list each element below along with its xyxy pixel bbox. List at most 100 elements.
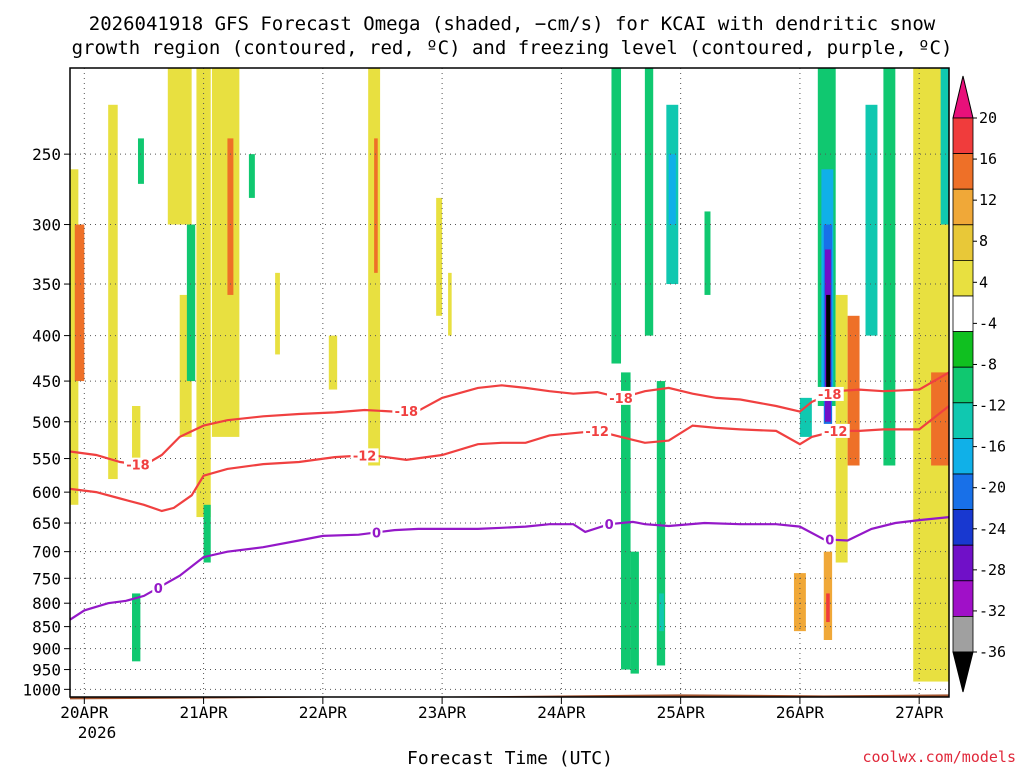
omega-cell-18 bbox=[436, 197, 443, 316]
omega-cell-4 bbox=[132, 593, 141, 662]
y-tick-label-650: 650 bbox=[32, 514, 61, 533]
contour-label-2-2: 0 bbox=[605, 518, 614, 533]
colorbar-label-10: -24 bbox=[979, 520, 1006, 538]
contour-label-2-0: 0 bbox=[154, 582, 163, 597]
y-tick-label-550: 550 bbox=[32, 450, 61, 469]
contour-line-0 bbox=[69, 371, 950, 467]
x-tick-label-5: 25APR bbox=[657, 703, 706, 722]
chart-title-line-1: 2026041918 GFS Forecast Omega (shaded, −… bbox=[89, 13, 936, 35]
y-tick-label-600: 600 bbox=[32, 483, 61, 502]
colorbar-box-10 bbox=[952, 473, 974, 510]
omega-cell-40 bbox=[865, 104, 878, 336]
contour-label-1-2: -12 bbox=[824, 425, 848, 440]
omega-cell-35 bbox=[826, 294, 831, 398]
colorbar-label-3: 8 bbox=[979, 232, 988, 250]
y-tick-label-900: 900 bbox=[32, 640, 61, 659]
colorbar-box-4 bbox=[952, 259, 974, 297]
omega-cell-15 bbox=[328, 335, 338, 390]
omega-cell-8 bbox=[186, 224, 196, 382]
contour-label-1-0: -12 bbox=[353, 449, 377, 464]
plot-area: -18 -18 -18 -18 -12 -12 -12 0 0 0 0 bbox=[69, 67, 950, 700]
x-tick-label-0: 20APR bbox=[60, 703, 109, 722]
omega-cell-13 bbox=[248, 154, 255, 198]
y-tick-label-750: 750 bbox=[32, 569, 61, 588]
colorbar-box-8 bbox=[952, 402, 974, 439]
colorbar-label-2: 12 bbox=[979, 191, 997, 209]
x-tick-label-1: 21APR bbox=[179, 703, 228, 722]
x-axis-title: Forecast Time (UTC) bbox=[407, 748, 613, 768]
y-tick-label-400: 400 bbox=[32, 327, 61, 346]
omega-cell-3 bbox=[132, 405, 141, 466]
contour-label-0-1: -18 bbox=[395, 405, 419, 420]
contour-label-0-2: -18 bbox=[609, 392, 633, 407]
colorbar: 20 16 12 8 4 -4 -8 -12 -16 -20 -24 -28 -32 -36 bbox=[952, 75, 1006, 693]
y-tick-label-450: 450 bbox=[32, 372, 61, 391]
colorbar-label-12: -32 bbox=[979, 602, 1006, 620]
x-tick-label-7: 27APR bbox=[895, 703, 944, 722]
plot-frame bbox=[69, 67, 950, 698]
y-tick-label-950: 950 bbox=[32, 661, 61, 680]
omega-cell-7 bbox=[179, 294, 192, 437]
colorbar-box-11 bbox=[952, 509, 974, 546]
omega-cell-30 bbox=[799, 397, 812, 437]
y-tick-label-500: 500 bbox=[32, 413, 61, 432]
contour-label-0-0: -18 bbox=[126, 459, 150, 474]
omega-cell-25 bbox=[659, 593, 664, 632]
colorbar-bottom-arrow bbox=[952, 651, 974, 693]
x-tick-label-3: 23APR bbox=[418, 703, 467, 722]
credit-text: coolwx.com/models bbox=[862, 748, 1016, 766]
omega-cell-10 bbox=[203, 504, 211, 563]
omega-cell-14 bbox=[275, 272, 280, 355]
omega-cell-6 bbox=[167, 68, 192, 225]
colorbar-label-0: 20 bbox=[979, 109, 997, 127]
omega-cell-44 bbox=[940, 68, 949, 225]
colorbar-box-3 bbox=[952, 224, 974, 261]
x-tick-label-2: 22APR bbox=[299, 703, 348, 722]
contour-label-bg-2-1 bbox=[370, 525, 383, 540]
contour-label-bg-1-1 bbox=[583, 423, 612, 438]
colorbar-box-7 bbox=[952, 366, 974, 404]
colorbar-label-1: 16 bbox=[979, 150, 997, 168]
y-tick-label-850: 850 bbox=[32, 618, 61, 637]
contour-label-2-1: 0 bbox=[372, 526, 381, 541]
contour-label-bg-0-1 bbox=[392, 404, 421, 419]
colorbar-box-14 bbox=[952, 616, 974, 653]
omega-cell-37 bbox=[826, 593, 830, 623]
omega-cell-9 bbox=[196, 68, 211, 518]
omega-cell-1 bbox=[74, 224, 85, 382]
omega-cell-21 bbox=[621, 372, 631, 670]
contour-label-0-3: -18 bbox=[818, 388, 842, 403]
colorbar-box-0 bbox=[952, 117, 974, 154]
contour-line-1 bbox=[69, 405, 950, 513]
y-tick-label-800: 800 bbox=[32, 594, 61, 613]
omega-cell-0 bbox=[70, 169, 79, 505]
omega-cell-28 bbox=[704, 211, 711, 295]
y-tick-label-700: 700 bbox=[32, 543, 61, 562]
colorbar-box-13 bbox=[952, 580, 974, 617]
contour-label-bg-1-2 bbox=[821, 423, 850, 438]
colorbar-label-8: -16 bbox=[979, 438, 1006, 456]
colorbar-label-6: -8 bbox=[979, 355, 997, 373]
contour-label-bg-0-3 bbox=[815, 386, 844, 401]
colorbar-label-4: 4 bbox=[979, 273, 988, 291]
omega-cell-19 bbox=[448, 272, 452, 336]
colorbar-label-7: -12 bbox=[979, 397, 1006, 415]
y-tick-label-1000: 1000 bbox=[22, 680, 61, 699]
omega-cell-11 bbox=[211, 68, 240, 437]
x-axis-ticks: 20APR 21APR 22APR 23APR 24APR 25APR 26APR 27APR bbox=[60, 697, 944, 722]
colorbar-box-1 bbox=[952, 153, 974, 190]
colorbar-box-9 bbox=[952, 437, 974, 475]
contour-label-bg-2-0 bbox=[152, 580, 165, 595]
contour-label-bg-2-3 bbox=[823, 532, 836, 547]
contour-label-bg-0-0 bbox=[123, 457, 152, 472]
contour-lines: -18 -18 -18 -18 -12 -12 -12 0 0 0 0 bbox=[69, 371, 950, 621]
colorbar-top-arrow bbox=[952, 75, 974, 119]
contour-label-bg-1-0 bbox=[350, 448, 379, 463]
colorbar-box-12 bbox=[952, 544, 974, 582]
omega-cell-29 bbox=[793, 573, 806, 632]
y-tick-label-250: 250 bbox=[32, 145, 61, 164]
omega-cell-20 bbox=[611, 68, 622, 364]
omega-cell-5 bbox=[137, 138, 144, 184]
contour-label-2-3: 0 bbox=[825, 534, 834, 549]
